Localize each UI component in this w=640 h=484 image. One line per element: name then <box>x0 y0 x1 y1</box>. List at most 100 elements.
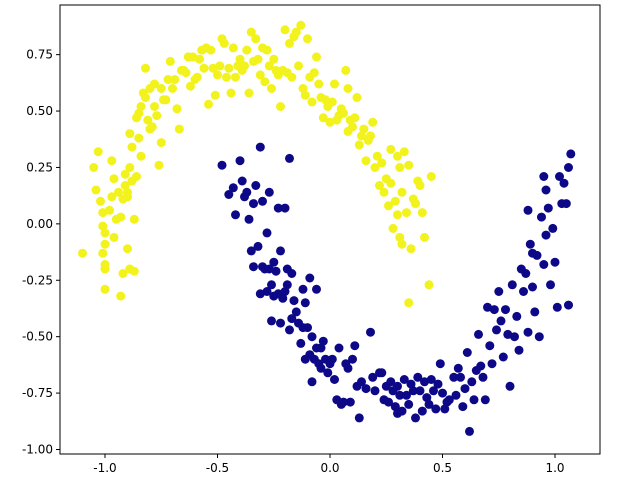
data-point <box>552 302 562 312</box>
data-point <box>100 264 110 274</box>
data-point <box>345 397 355 407</box>
x-tick-label: 0.0 <box>320 461 339 475</box>
data-point <box>107 156 117 166</box>
data-point <box>147 122 157 132</box>
data-point <box>228 43 238 53</box>
data-point <box>330 375 339 384</box>
data-point <box>368 372 378 382</box>
data-point <box>467 377 477 387</box>
data-point <box>523 327 533 337</box>
data-point <box>136 102 146 111</box>
data-point <box>393 381 402 391</box>
data-point <box>438 388 447 398</box>
x-tick-label: 0.5 <box>433 461 452 475</box>
data-point <box>143 115 153 125</box>
data-point <box>289 296 299 306</box>
data-point <box>78 248 87 258</box>
data-point <box>431 404 441 414</box>
data-point <box>460 384 470 394</box>
data-point <box>231 72 240 82</box>
data-point <box>348 122 357 132</box>
data-point <box>127 142 137 152</box>
data-point <box>325 117 335 127</box>
data-point <box>249 199 258 209</box>
data-point <box>150 102 159 111</box>
data-point <box>327 354 337 364</box>
data-point <box>114 187 123 197</box>
data-point <box>287 269 297 278</box>
data-point <box>429 386 438 396</box>
data-point <box>498 352 508 362</box>
data-point <box>350 113 360 123</box>
data-point <box>269 54 279 64</box>
data-point <box>566 149 576 159</box>
data-point <box>528 282 537 292</box>
data-point <box>413 372 423 382</box>
data-point <box>120 181 130 190</box>
data-point <box>521 269 531 278</box>
data-point <box>298 84 308 93</box>
data-point <box>417 406 427 416</box>
data-point <box>402 390 411 400</box>
data-point <box>231 210 240 220</box>
data-point <box>195 54 204 64</box>
data-point <box>242 187 252 197</box>
data-point <box>465 426 474 436</box>
data-point <box>267 316 276 326</box>
data-point <box>307 332 317 342</box>
data-point <box>291 307 301 317</box>
data-point <box>348 354 357 364</box>
y-tick-label: -0.25 <box>22 273 53 287</box>
data-point <box>109 174 119 184</box>
data-point <box>397 239 407 249</box>
data-point <box>303 34 312 44</box>
data-point <box>172 104 182 114</box>
data-point <box>334 343 344 353</box>
data-point <box>278 293 288 303</box>
data-point <box>208 63 218 73</box>
data-point <box>91 185 101 195</box>
y-axis: -1.00 -0.75 -0.50 -0.25 0.00 0.25 0.50 0.75 <box>22 48 60 456</box>
data-point <box>397 406 407 416</box>
data-point <box>156 84 166 93</box>
data-point <box>359 124 369 134</box>
x-tick-label: -1.0 <box>93 461 116 475</box>
data-point <box>228 183 238 193</box>
data-point <box>368 117 378 127</box>
data-point <box>285 38 294 48</box>
data-point <box>309 68 319 78</box>
data-point <box>262 45 272 55</box>
data-point <box>453 363 463 373</box>
data-point <box>244 214 254 224</box>
data-point <box>546 280 555 290</box>
y-tick-label: -0.75 <box>22 386 53 400</box>
data-point <box>411 199 420 209</box>
data-point <box>339 397 348 407</box>
data-point <box>386 377 396 387</box>
data-point <box>125 163 135 172</box>
data-point <box>420 377 429 387</box>
data-point <box>253 241 263 251</box>
data-point <box>366 327 375 337</box>
data-point <box>141 63 150 73</box>
data-point <box>213 70 222 80</box>
data-point <box>109 232 119 242</box>
data-point <box>386 178 396 188</box>
data-point <box>123 187 132 197</box>
data-point <box>397 187 407 197</box>
data-point <box>255 70 265 80</box>
y-tick-label: 0.50 <box>26 104 53 118</box>
data-point <box>125 129 135 139</box>
data-point <box>255 142 265 152</box>
data-point <box>298 284 308 294</box>
data-point <box>305 273 315 283</box>
data-point <box>314 79 324 89</box>
data-point <box>262 287 272 296</box>
data-point <box>222 72 231 82</box>
data-point <box>361 156 371 166</box>
y-tick-label: 0.25 <box>26 160 53 174</box>
data-point <box>462 348 472 357</box>
data-point <box>282 280 292 290</box>
